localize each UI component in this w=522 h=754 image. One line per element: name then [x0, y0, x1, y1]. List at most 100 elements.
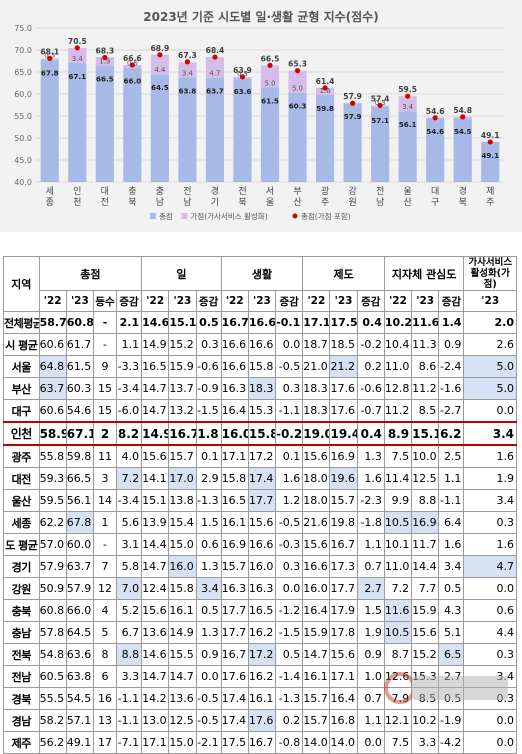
bonus-data-label: 1.6	[320, 87, 331, 95]
table-cell: 11.4	[383, 467, 413, 490]
table-cell: 4	[92, 599, 118, 622]
total-marker	[267, 62, 273, 68]
table-cell: 1.6	[463, 444, 517, 468]
table-cell: -3.4	[115, 489, 143, 512]
table-cell: 14.9	[168, 621, 197, 644]
table-cell: 1.6	[275, 467, 304, 490]
x-category-label: 남	[376, 197, 384, 208]
table-cell: 16.6	[220, 355, 249, 378]
table-cell: 50.9	[38, 577, 67, 600]
total-data-label: 68.4	[206, 46, 225, 55]
table-header: 지역 총점 일 생활 제도 지자체 관심도 가사서비스 활성화(가점) '22'23 등수 증감 '…	[3, 256, 517, 312]
table-cell: 0.0	[463, 399, 517, 423]
table-cell: -1.4	[275, 665, 304, 688]
chart-panel: 2023년 기준 시도별 일·생활 균형 지수(점수) 40.0 45.0 50.0…	[0, 0, 522, 232]
table-row: 도 평균 57.0 60.0-3.1 14.4 15.0 0.6 16.9 16.6 -0.3 1…	[3, 533, 517, 556]
table-cell: 18.0	[302, 467, 331, 490]
row-region-label: 시 평균	[3, 333, 40, 356]
table-cell: 17	[92, 731, 118, 754]
bar-base	[178, 77, 197, 182]
table-cell: 54.6	[65, 399, 94, 423]
table-cell: 15.8	[168, 577, 197, 600]
legend-label: 총점	[159, 211, 173, 221]
table-cell: 14.2	[141, 687, 170, 710]
bar-bonus	[315, 87, 335, 95]
table-cell: 1.6	[463, 533, 517, 556]
sub-header: 증감	[195, 290, 222, 312]
table-cell: -0.9	[195, 377, 222, 400]
row-region-label: 전체평균	[3, 311, 40, 334]
table-cell: 17.6	[220, 665, 249, 688]
table-cell: 60.8	[38, 599, 67, 622]
x-category-label: 서	[266, 186, 274, 197]
table-cell: 7.9	[383, 687, 413, 710]
x-category-label: 울	[266, 197, 274, 208]
bonus-data-label: 0.3	[44, 52, 55, 60]
table-cell: 17.5	[329, 311, 358, 334]
row-region-label: 울산	[3, 489, 40, 512]
table-cell: -2.4	[438, 355, 465, 378]
x-category-label: 기	[211, 197, 219, 208]
table-cell: 17.3	[329, 555, 358, 578]
table-cell: -0.5	[195, 687, 222, 710]
bonus-data-label: 5.0	[292, 85, 303, 93]
table-cell: 0.2	[356, 355, 385, 378]
bar-base	[481, 141, 500, 182]
row-region-label: 세종	[3, 511, 40, 534]
table-cell: 7.5	[383, 731, 413, 754]
base-data-label: 54.6	[426, 127, 444, 136]
legend-swatch	[292, 213, 298, 219]
table-cell: 10.1	[383, 533, 413, 556]
table-cell: -4.2	[438, 731, 465, 754]
table-cell: 14.7	[141, 399, 170, 423]
table-cell: -	[92, 333, 118, 356]
table-cell: 16.9	[220, 533, 249, 556]
table-cell: 0.3	[275, 377, 304, 400]
base-data-label: 59.8	[316, 104, 334, 113]
bar-base	[233, 78, 252, 182]
table-row: 전북 54.8 63.6 8 8.8 14.6 15.5 0.9 16.7 17.2 0.5 14.7…	[3, 643, 517, 666]
table-cell: 66.5	[65, 467, 94, 490]
table-cell: 11.0	[383, 555, 413, 578]
table-cell: 66.0	[65, 599, 94, 622]
bonus-data-label: 3.4	[182, 69, 193, 77]
table-cell: 16.3	[220, 577, 249, 600]
total-marker	[460, 114, 466, 120]
table-cell: 13.6	[168, 687, 197, 710]
base-data-label: 64.5	[151, 83, 169, 92]
bar-bonus	[205, 57, 225, 78]
table-cell: 16.6	[247, 311, 277, 334]
group-header: 지자체 관심도	[383, 256, 465, 291]
table-cell: 15.9	[411, 599, 440, 622]
table-cell: 16.9	[329, 444, 358, 468]
table-cell: 16.7	[329, 533, 358, 556]
row-region-label: 전남	[3, 665, 40, 688]
table-cell: 14.7	[302, 643, 331, 666]
bonus-data-label: 3.4	[72, 55, 83, 63]
table-cell: 54.5	[65, 687, 94, 710]
x-category-label: 전	[238, 186, 246, 197]
table-cell: 8.7	[383, 643, 413, 666]
table-cell: 0.0	[195, 665, 222, 688]
table-cell: 17.6	[329, 377, 358, 400]
table-cell: 14.7	[141, 555, 170, 578]
table-cell: 21.2	[329, 355, 358, 378]
legend-label: 총점(가점 포함)	[301, 211, 351, 221]
table-cell: -0.8	[275, 731, 304, 754]
row-region-label: 광주	[3, 444, 40, 468]
x-category-label: 남	[183, 197, 191, 208]
y-tick-label: 40.0	[14, 178, 32, 187]
table-cell: 17.2	[247, 643, 277, 666]
table-cell: 1.4	[438, 311, 465, 334]
table-cell: 12.5	[411, 467, 440, 490]
base-data-label: 63.7	[206, 87, 224, 96]
table-row: 전체평균 58.7 60.8-2.1 14.6 15.1 0.5 16.7 16.6 -0.1 1…	[3, 311, 517, 334]
table-cell: 64.8	[38, 355, 67, 378]
table-cell: 17.5	[220, 731, 249, 754]
x-category-label: 전	[183, 186, 191, 197]
table-cell: 0.9	[438, 333, 465, 356]
table-cell: 14.4	[411, 555, 440, 578]
x-category-label: 구	[431, 197, 439, 208]
table-cell: 16.3	[220, 377, 249, 400]
bar-base	[343, 103, 362, 182]
